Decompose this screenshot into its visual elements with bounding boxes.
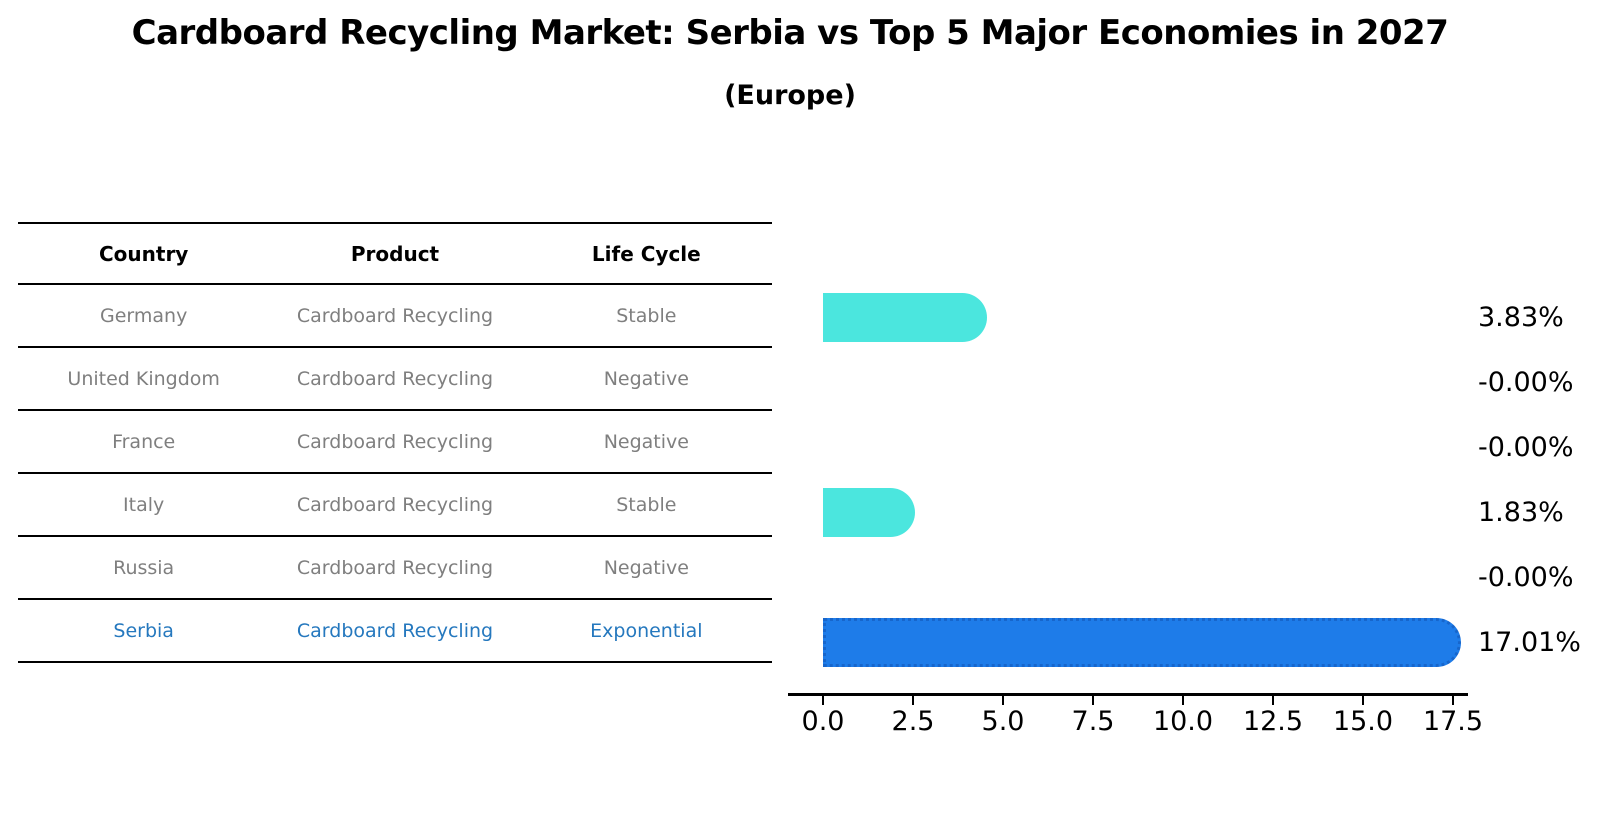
country-cell: France: [18, 410, 270, 474]
col-header-country: Country: [18, 223, 270, 285]
x-tick-label: 15.0: [1332, 706, 1394, 737]
lifecycle-cell: Exponential: [520, 599, 772, 663]
col-header-lifecycle: Life Cycle: [520, 223, 772, 285]
x-tick-label: 12.5: [1242, 706, 1304, 737]
lifecycle-cell: Negative: [520, 536, 772, 600]
col-header-product: Product: [269, 223, 521, 285]
value-label: -0.00%: [1478, 431, 1574, 463]
lifecycle-cell: Negative: [520, 347, 772, 411]
x-tick-label: 2.5: [891, 706, 935, 737]
product-cell: Cardboard Recycling: [269, 347, 521, 411]
x-tick-mark: [822, 696, 824, 705]
country-cell: United Kingdom: [18, 347, 270, 411]
x-tick-mark: [912, 696, 914, 705]
x-tick-mark: [1272, 696, 1274, 705]
x-tick-mark: [1362, 696, 1364, 705]
x-tick-label: 17.5: [1422, 706, 1484, 737]
x-tick-mark: [1182, 696, 1184, 705]
product-cell: Cardboard Recycling: [269, 473, 521, 537]
country-table: Country Product Life Cycle Germany Cardbo…: [18, 222, 772, 663]
table-row: Germany Cardboard Recycling Stable: [18, 284, 772, 348]
country-cell: Italy: [18, 473, 270, 537]
value-label: -0.00%: [1478, 366, 1574, 398]
bar-germany: [823, 293, 987, 342]
value-label: 17.01%: [1478, 626, 1581, 658]
bar-italy: [823, 488, 915, 537]
table-row: United Kingdom Cardboard Recycling Negativ…: [18, 347, 772, 411]
table-header-row: Country Product Life Cycle: [18, 223, 772, 285]
lifecycle-cell: Negative: [520, 410, 772, 474]
figure-title: Cardboard Recycling Market: Serbia vs To…: [131, 13, 1449, 53]
table-row: Serbia Cardboard Recycling Exponential: [18, 599, 772, 663]
x-tick-label: 5.0: [981, 706, 1025, 737]
table-row: Russia Cardboard Recycling Negative: [18, 536, 772, 600]
x-tick-label: 10.0: [1152, 706, 1214, 737]
product-cell: Cardboard Recycling: [269, 599, 521, 663]
value-label: -0.00%: [1478, 561, 1574, 593]
bar-serbia: [823, 618, 1462, 667]
value-label: 1.83%: [1478, 496, 1564, 528]
x-axis-line: [788, 693, 1468, 696]
x-tick-label: 0.0: [801, 706, 845, 737]
figure-subtitle: (Europe): [724, 80, 856, 111]
product-cell: Cardboard Recycling: [269, 410, 521, 474]
country-cell: Germany: [18, 284, 270, 348]
table-row: France Cardboard Recycling Negative: [18, 410, 772, 474]
country-cell: Russia: [18, 536, 270, 600]
x-tick-mark: [1092, 696, 1094, 705]
x-tick-mark: [1452, 696, 1454, 705]
product-cell: Cardboard Recycling: [269, 284, 521, 348]
x-tick-label: 7.5: [1071, 706, 1115, 737]
lifecycle-cell: Stable: [520, 473, 772, 537]
lifecycle-cell: Stable: [520, 284, 772, 348]
product-cell: Cardboard Recycling: [269, 536, 521, 600]
country-cell: Serbia: [18, 599, 270, 663]
table-row: Italy Cardboard Recycling Stable: [18, 473, 772, 537]
x-tick-mark: [1002, 696, 1004, 705]
value-label: 3.83%: [1478, 301, 1564, 333]
